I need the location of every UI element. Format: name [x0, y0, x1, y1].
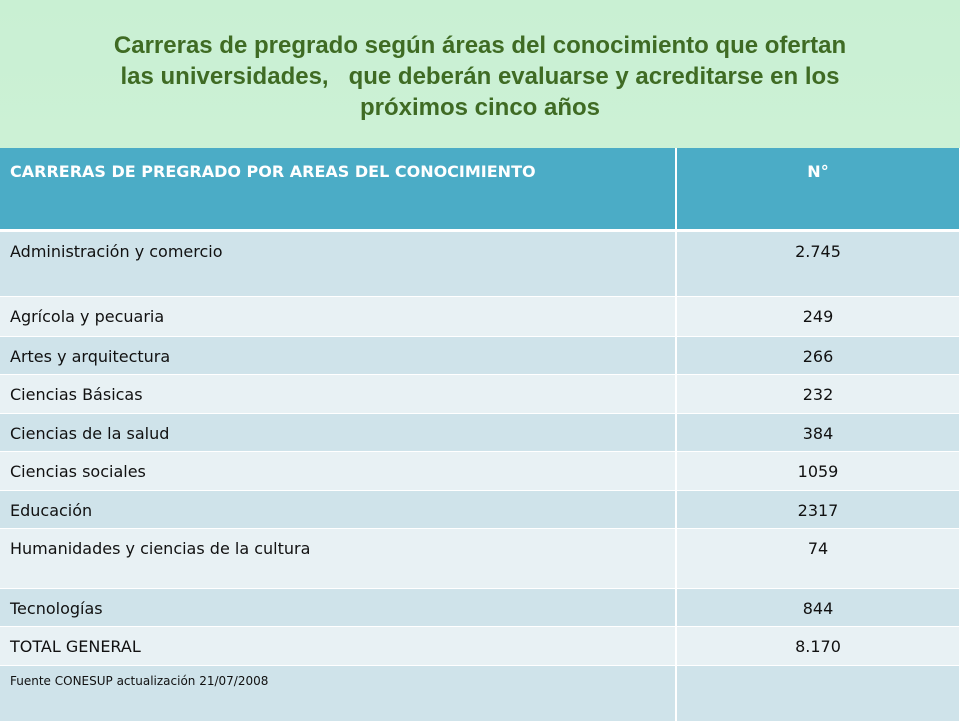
row-count: 1059: [676, 451, 960, 491]
row-area: Artes y arquitectura: [0, 336, 677, 375]
table-row: Educación 2317: [0, 490, 960, 529]
row-area: Ciencias Básicas: [0, 374, 677, 414]
table-row: Administración y comercio 2.745: [0, 230, 960, 297]
row-count: 249: [676, 296, 960, 337]
row-count: 2.745: [676, 230, 960, 297]
row-area: Administración y comercio: [0, 230, 677, 297]
row-count: 232: [676, 374, 960, 414]
table-row: Ciencias Básicas 232: [0, 374, 960, 414]
row-count: 74: [676, 528, 960, 589]
header-area: CARRERAS DE PREGRADO POR AREAS DEL CONOC…: [0, 148, 677, 232]
row-area: Ciencias de la salud: [0, 413, 677, 452]
table-row: Ciencias sociales 1059: [0, 451, 960, 491]
row-area: Ciencias sociales: [0, 451, 677, 491]
title-line-1: Carreras de pregrado según áreas del con…: [113, 32, 847, 59]
title-line-3: próximos cinco años: [359, 94, 601, 121]
source-row: Fuente CONESUP actualización 21/07/2008: [0, 665, 960, 722]
row-area: Humanidades y ciencias de la cultura: [0, 528, 677, 589]
row-area: Tecnologías: [0, 588, 677, 627]
source-empty-cell: [676, 665, 960, 722]
total-count: 8.170: [676, 626, 960, 666]
row-area: Educación: [0, 490, 677, 529]
table-row: Artes y arquitectura 266: [0, 336, 960, 375]
row-count: 266: [676, 336, 960, 375]
careers-table: CARRERAS DE PREGRADO POR AREAS DEL CONOC…: [0, 148, 960, 722]
table-row: Tecnologías 844: [0, 588, 960, 627]
total-label: TOTAL GENERAL: [0, 626, 677, 666]
row-count: 384: [676, 413, 960, 452]
table-row: Humanidades y ciencias de la cultura 74: [0, 528, 960, 589]
row-count: 844: [676, 588, 960, 627]
source-note: Fuente CONESUP actualización 21/07/2008: [0, 665, 677, 722]
table-header-row: CARRERAS DE PREGRADO POR AREAS DEL CONOC…: [0, 148, 960, 232]
header-count: N°: [676, 148, 960, 232]
row-count: 2317: [676, 490, 960, 529]
page-title: Carreras de pregrado según áreas del con…: [40, 30, 920, 123]
total-row: TOTAL GENERAL 8.170: [0, 626, 960, 666]
table-row: Ciencias de la salud 384: [0, 413, 960, 452]
row-area: Agrícola y pecuaria: [0, 296, 677, 337]
table-row: Agrícola y pecuaria 249: [0, 296, 960, 337]
title-line-2: las universidades, que deberán evaluarse…: [120, 63, 840, 90]
